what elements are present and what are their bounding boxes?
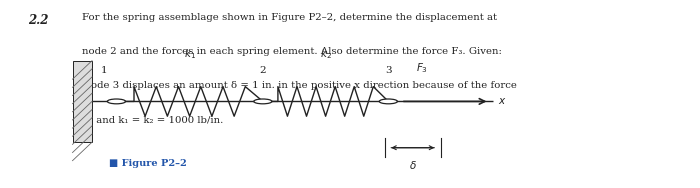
Text: $x$: $x$: [498, 96, 506, 106]
Circle shape: [379, 99, 398, 104]
Text: ■ Figure P2–2: ■ Figure P2–2: [109, 159, 187, 168]
Bar: [73, 61, 92, 142]
Circle shape: [254, 99, 272, 104]
Text: For the spring assemblage shown in Figure P2–2, determine the displacement at: For the spring assemblage shown in Figur…: [82, 13, 496, 21]
Text: Node 3 displaces an amount δ = 1 in. in the positive x direction because of the : Node 3 displaces an amount δ = 1 in. in …: [82, 81, 517, 90]
Text: 1: 1: [101, 67, 107, 75]
Circle shape: [107, 99, 125, 104]
Text: $\delta$: $\delta$: [409, 159, 416, 171]
Text: $k_1$: $k_1$: [183, 47, 195, 61]
Text: F₃ and k₁ = k₂ = 1000 lb/in.: F₃ and k₁ = k₂ = 1000 lb/in.: [82, 115, 223, 124]
Text: $F_3$: $F_3$: [416, 62, 428, 75]
Text: 3: 3: [385, 67, 392, 75]
Text: node 2 and the forces in each spring element. Also determine the force F₃. Given: node 2 and the forces in each spring ele…: [82, 47, 501, 56]
Text: 2.2: 2.2: [28, 14, 48, 27]
Text: $k_2$: $k_2$: [320, 47, 332, 61]
Text: 2: 2: [260, 67, 266, 75]
